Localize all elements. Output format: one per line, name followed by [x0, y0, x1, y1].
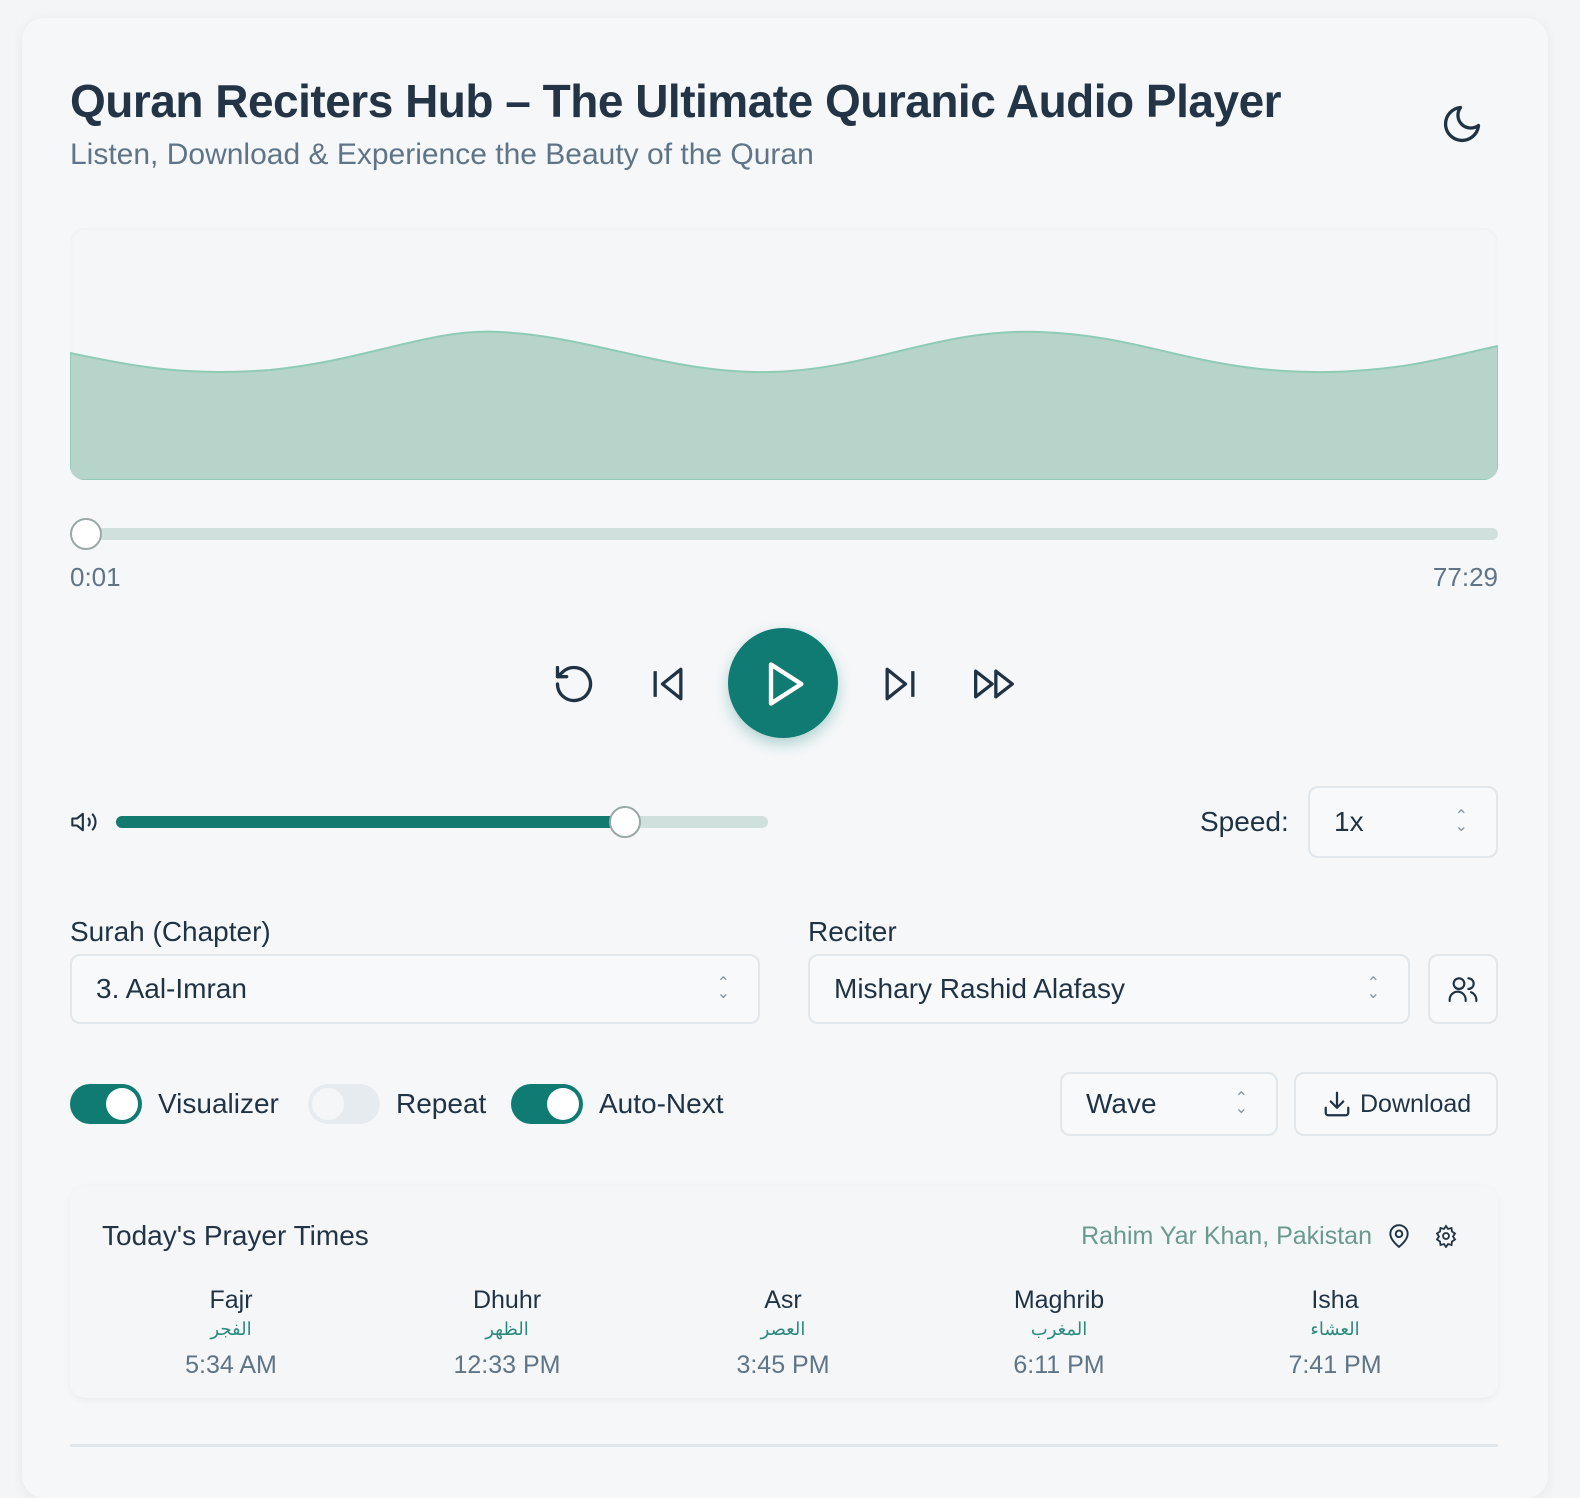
page-subtitle: Listen, Download & Experience the Beauty… [70, 138, 814, 171]
download-icon [1324, 1091, 1350, 1117]
prayer-name: Isha [1311, 1286, 1359, 1314]
reciter-select[interactable]: Mishary Rashid Alafasy ⌃ ⌄ [808, 954, 1410, 1024]
prayer-time-fajr: Fajr الفجر 5:34 AM [131, 1286, 331, 1380]
progress-slider[interactable] [70, 528, 1498, 540]
settings-icon[interactable] [1434, 1224, 1458, 1248]
prayer-time-asr: Asr العصر 3:45 PM [683, 1286, 883, 1380]
chevron-updown-icon: ⌃ ⌄ [1366, 975, 1380, 1002]
page-title: Quran Reciters Hub – The Ultimate Qurani… [70, 75, 1282, 127]
previous-icon[interactable] [646, 662, 690, 706]
prayer-time-value: 3:45 PM [736, 1351, 830, 1379]
map-pin-icon[interactable] [1386, 1222, 1412, 1250]
reciter-label: Reciter [808, 916, 897, 947]
fast-forward-icon[interactable] [972, 662, 1016, 706]
prayer-title: Today's Prayer Times [102, 1220, 369, 1251]
prayer-arabic-name: المغرب [1030, 1319, 1088, 1340]
prayer-arabic-name: الفجر [210, 1319, 252, 1340]
prayer-location: Rahim Yar Khan, Pakistan [1081, 1222, 1372, 1250]
users-icon [1448, 977, 1478, 1003]
volume-thumb[interactable] [608, 806, 641, 838]
prayer-time-dhuhr: Dhuhr الظهر 12:33 PM [407, 1286, 607, 1380]
surah-value: 3. Aal-Imran [96, 973, 247, 1004]
play-button[interactable] [728, 628, 838, 738]
auto-next-toggle[interactable] [511, 1084, 583, 1124]
chevron-updown-icon: ⌃ ⌄ [1454, 808, 1468, 835]
prayer-time-value: 12:33 PM [453, 1351, 561, 1379]
surah-select[interactable]: 3. Aal-Imran ⌃ ⌄ [70, 954, 760, 1024]
prayer-times-panel: Today's Prayer Times Rahim Yar Khan, Pak… [70, 1186, 1498, 1398]
volume-slider[interactable] [116, 816, 768, 828]
speed-label: Speed: [1200, 806, 1289, 837]
auto-next-label: Auto-Next [599, 1088, 724, 1119]
wave-shape [70, 330, 1498, 480]
reciters-button[interactable] [1428, 954, 1498, 1024]
prayer-time-maghrib: Maghrib المغرب 6:11 PM [959, 1286, 1159, 1380]
replay-icon[interactable] [552, 662, 596, 706]
surah-label: Surah (Chapter) [70, 916, 271, 947]
prayer-arabic-name: العشاء [1310, 1319, 1360, 1340]
play-icon [768, 662, 804, 706]
progress-thumb[interactable] [70, 518, 102, 550]
prayer-time-value: 6:11 PM [1013, 1351, 1105, 1379]
current-time: 0:01 [70, 562, 121, 592]
next-icon[interactable] [878, 662, 922, 706]
prayer-name: Asr [764, 1286, 802, 1314]
divider [70, 1444, 1498, 1447]
visualizer-label: Visualizer [158, 1088, 279, 1119]
audio-visualizer [70, 228, 1498, 480]
prayer-time-isha: Isha العشاء 7:41 PM [1235, 1286, 1435, 1380]
reciter-value: Mishary Rashid Alafasy [834, 973, 1126, 1004]
repeat-toggle[interactable] [308, 1084, 380, 1124]
chevron-updown-icon: ⌃ ⌄ [716, 975, 730, 1002]
volume-fill [116, 816, 625, 828]
prayer-time-value: 5:34 AM [185, 1351, 277, 1379]
prayer-name: Maghrib [1013, 1286, 1105, 1314]
chevron-updown-icon: ⌃ ⌄ [1234, 1090, 1248, 1117]
speed-value: 1x [1334, 806, 1364, 837]
download-button[interactable]: Download [1294, 1072, 1498, 1136]
prayer-time-value: 7:41 PM [1288, 1351, 1382, 1379]
visualizer-style-select[interactable]: Wave ⌃ ⌄ [1060, 1072, 1278, 1136]
prayer-name: Dhuhr [472, 1286, 542, 1314]
volume-icon[interactable] [68, 808, 100, 836]
duration: 77:29 [1432, 562, 1498, 592]
prayer-arabic-name: العصر [760, 1319, 806, 1340]
moon-icon[interactable] [1440, 102, 1484, 146]
speed-select[interactable]: 1x ⌃ ⌄ [1308, 786, 1498, 858]
visualizer-toggle[interactable] [70, 1084, 142, 1124]
prayer-arabic-name: الظهر [485, 1319, 529, 1340]
repeat-label: Repeat [396, 1088, 487, 1119]
visualizer-style-value: Wave [1086, 1088, 1157, 1119]
prayer-name: Fajr [209, 1286, 253, 1314]
download-label: Download [1360, 1089, 1472, 1118]
